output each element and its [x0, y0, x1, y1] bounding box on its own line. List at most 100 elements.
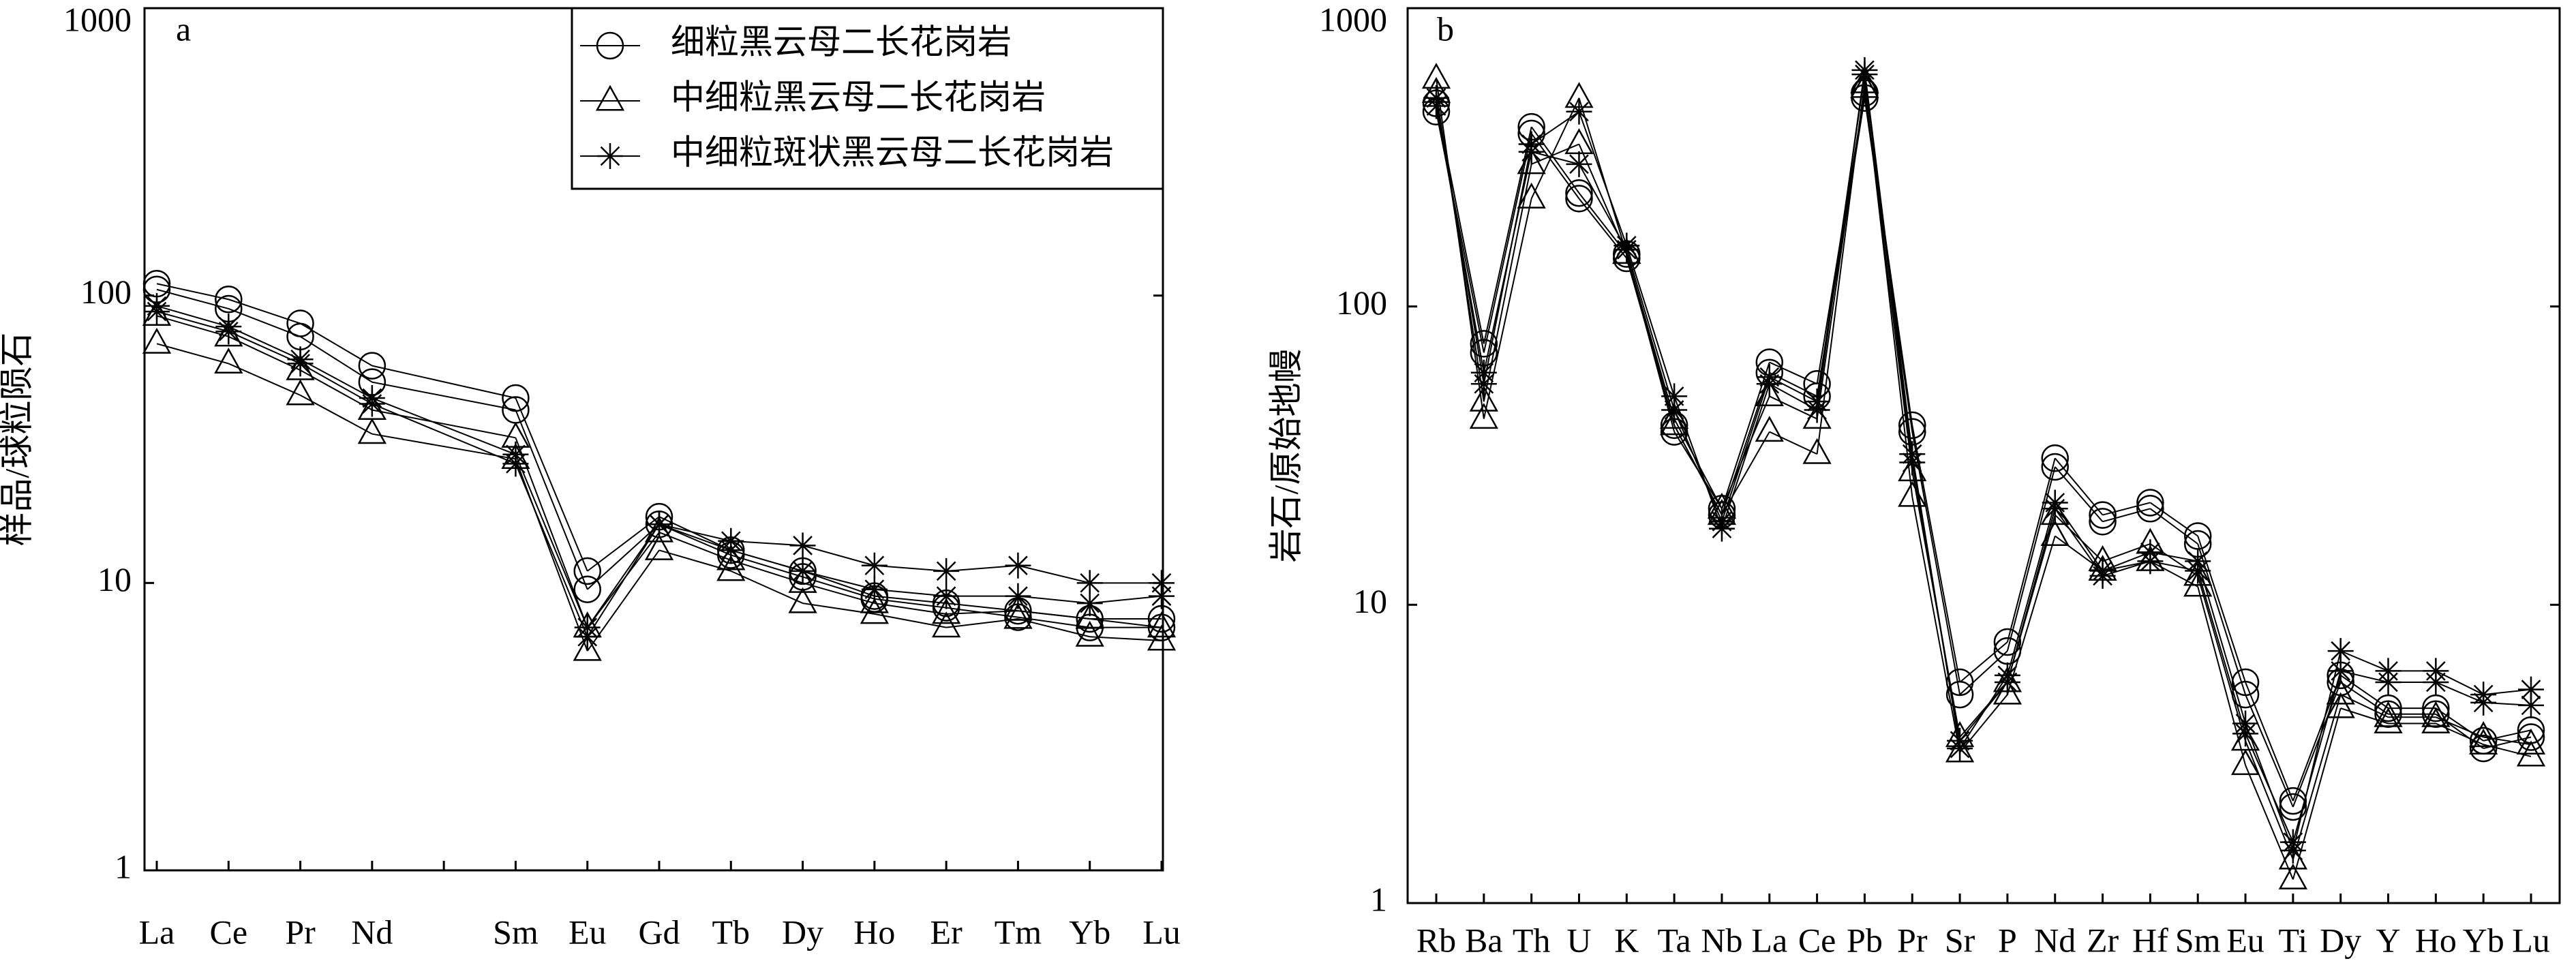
- marker-asterisk: [287, 350, 314, 377]
- x-tick-label: Pr: [285, 913, 316, 951]
- legend-marker: [596, 31, 624, 60]
- line-segment: [946, 610, 1018, 615]
- marker-asterisk: [2185, 558, 2211, 584]
- line-segment: [156, 343, 229, 365]
- marker-triangle: [2469, 728, 2498, 754]
- marker-triangle: [2516, 728, 2546, 754]
- line-segment: [1483, 133, 1532, 353]
- marker-asterisk: [2470, 689, 2497, 716]
- y-tick-label: 10: [1353, 582, 1387, 620]
- x-tick-label: Ce: [210, 913, 248, 951]
- line-segment: [300, 363, 373, 405]
- line-segment: [515, 454, 588, 628]
- line-segment: [2340, 675, 2389, 709]
- x-tick-label: Dy: [782, 913, 823, 951]
- line-segment: [1769, 395, 1818, 420]
- line-segment: [2102, 502, 2151, 516]
- x-tick-label: Sm: [2175, 921, 2221, 959]
- line-segment: [515, 410, 588, 590]
- marker-asterisk: [1149, 570, 1175, 596]
- marker-asterisk: [1994, 669, 2020, 695]
- line-segment: [586, 523, 660, 628]
- x-tick-label: Y: [2376, 921, 2400, 959]
- marker-triangle: [1850, 72, 1879, 98]
- line-segment: [2054, 457, 2104, 516]
- line-segment: [2149, 560, 2198, 588]
- marker-triangle: [1755, 380, 1784, 406]
- marker-asterisk: [2279, 829, 2306, 855]
- y-tick-label: 10: [97, 560, 132, 598]
- line-segment: [1578, 97, 1628, 254]
- line-segment: [372, 397, 516, 455]
- marker-triangle: [2230, 749, 2260, 776]
- x-tick-label: Th: [1513, 921, 1551, 959]
- line-segment: [2340, 694, 2389, 718]
- line-segment: [2292, 694, 2342, 860]
- marker-triangle: [1421, 63, 1451, 89]
- line-segment: [1089, 595, 1162, 605]
- marker-circle: [2136, 495, 2164, 523]
- marker-triangle: [1469, 385, 1498, 412]
- marker-asterisk: [1423, 93, 1449, 119]
- x-tick-label: Nd: [2034, 921, 2076, 959]
- marker-triangle: [644, 534, 674, 560]
- line-segment: [1911, 425, 1961, 683]
- line-segment: [2197, 543, 2246, 695]
- line-segment: [2149, 502, 2198, 537]
- marker-asterisk: [1851, 61, 1878, 88]
- y-tick-label: 1: [1370, 880, 1387, 918]
- line-segment: [228, 363, 301, 396]
- marker-triangle: [357, 393, 387, 421]
- line-segment: [658, 516, 731, 551]
- line-segment: [515, 437, 588, 628]
- line-segment: [2149, 508, 2198, 545]
- line-segment: [1721, 376, 1770, 522]
- line-segment: [874, 602, 947, 615]
- line-segment: [2340, 650, 2389, 672]
- marker-asterisk: [2518, 692, 2544, 718]
- line-segment: [2340, 670, 2389, 683]
- line-segment: [1911, 496, 1961, 753]
- marker-triangle: [1003, 594, 1033, 621]
- line-segment: [2245, 740, 2294, 860]
- line-segment: [874, 613, 947, 628]
- marker-asterisk: [1518, 138, 1545, 165]
- line-segment: [730, 570, 803, 605]
- marker-triangle: [214, 347, 243, 373]
- marker-asterisk: [502, 451, 529, 477]
- x-tick-label: Tb: [712, 913, 751, 951]
- line-segment: [2102, 508, 2151, 523]
- marker-triangle: [932, 598, 961, 624]
- y-tick-label: 100: [1336, 284, 1387, 322]
- marker-asterisk: [1661, 397, 1688, 423]
- marker-asterisk: [2137, 548, 2164, 575]
- line-segment: [1721, 431, 1770, 516]
- line-segment: [1626, 245, 1676, 397]
- marker-asterisk: [215, 318, 242, 345]
- x-tick-label: P: [1998, 921, 2017, 959]
- line-segment: [156, 315, 229, 337]
- line-segment: [2292, 671, 2342, 842]
- x-tick-label: Lu: [1142, 913, 1181, 951]
- x-tick-label: Pb: [1847, 921, 1883, 959]
- marker-circle: [2041, 444, 2069, 472]
- line-segment: [2245, 682, 2294, 802]
- marker-triangle: [2421, 701, 2451, 727]
- marker-triangle: [1564, 128, 1594, 155]
- marker-asterisk: [2327, 638, 2354, 665]
- legend-label: 中细粒黑云母二长花岗岩: [671, 78, 1046, 116]
- marker-asterisk: [2327, 658, 2354, 684]
- line-segment: [587, 516, 660, 572]
- line-segment: [372, 365, 516, 399]
- marker-circle: [2279, 793, 2307, 821]
- line-segment: [1864, 87, 1913, 472]
- line-segment: [1769, 431, 1818, 455]
- line-segment: [2292, 707, 2342, 880]
- x-tick-label: Tm: [995, 913, 1042, 951]
- x-tick-label: Ho: [853, 913, 895, 951]
- line-segment: [1626, 254, 1676, 419]
- marker-asterisk: [1005, 583, 1031, 609]
- line-segment: [2054, 502, 2104, 572]
- line-segment: [586, 523, 660, 637]
- marker-asterisk: [2089, 562, 2116, 589]
